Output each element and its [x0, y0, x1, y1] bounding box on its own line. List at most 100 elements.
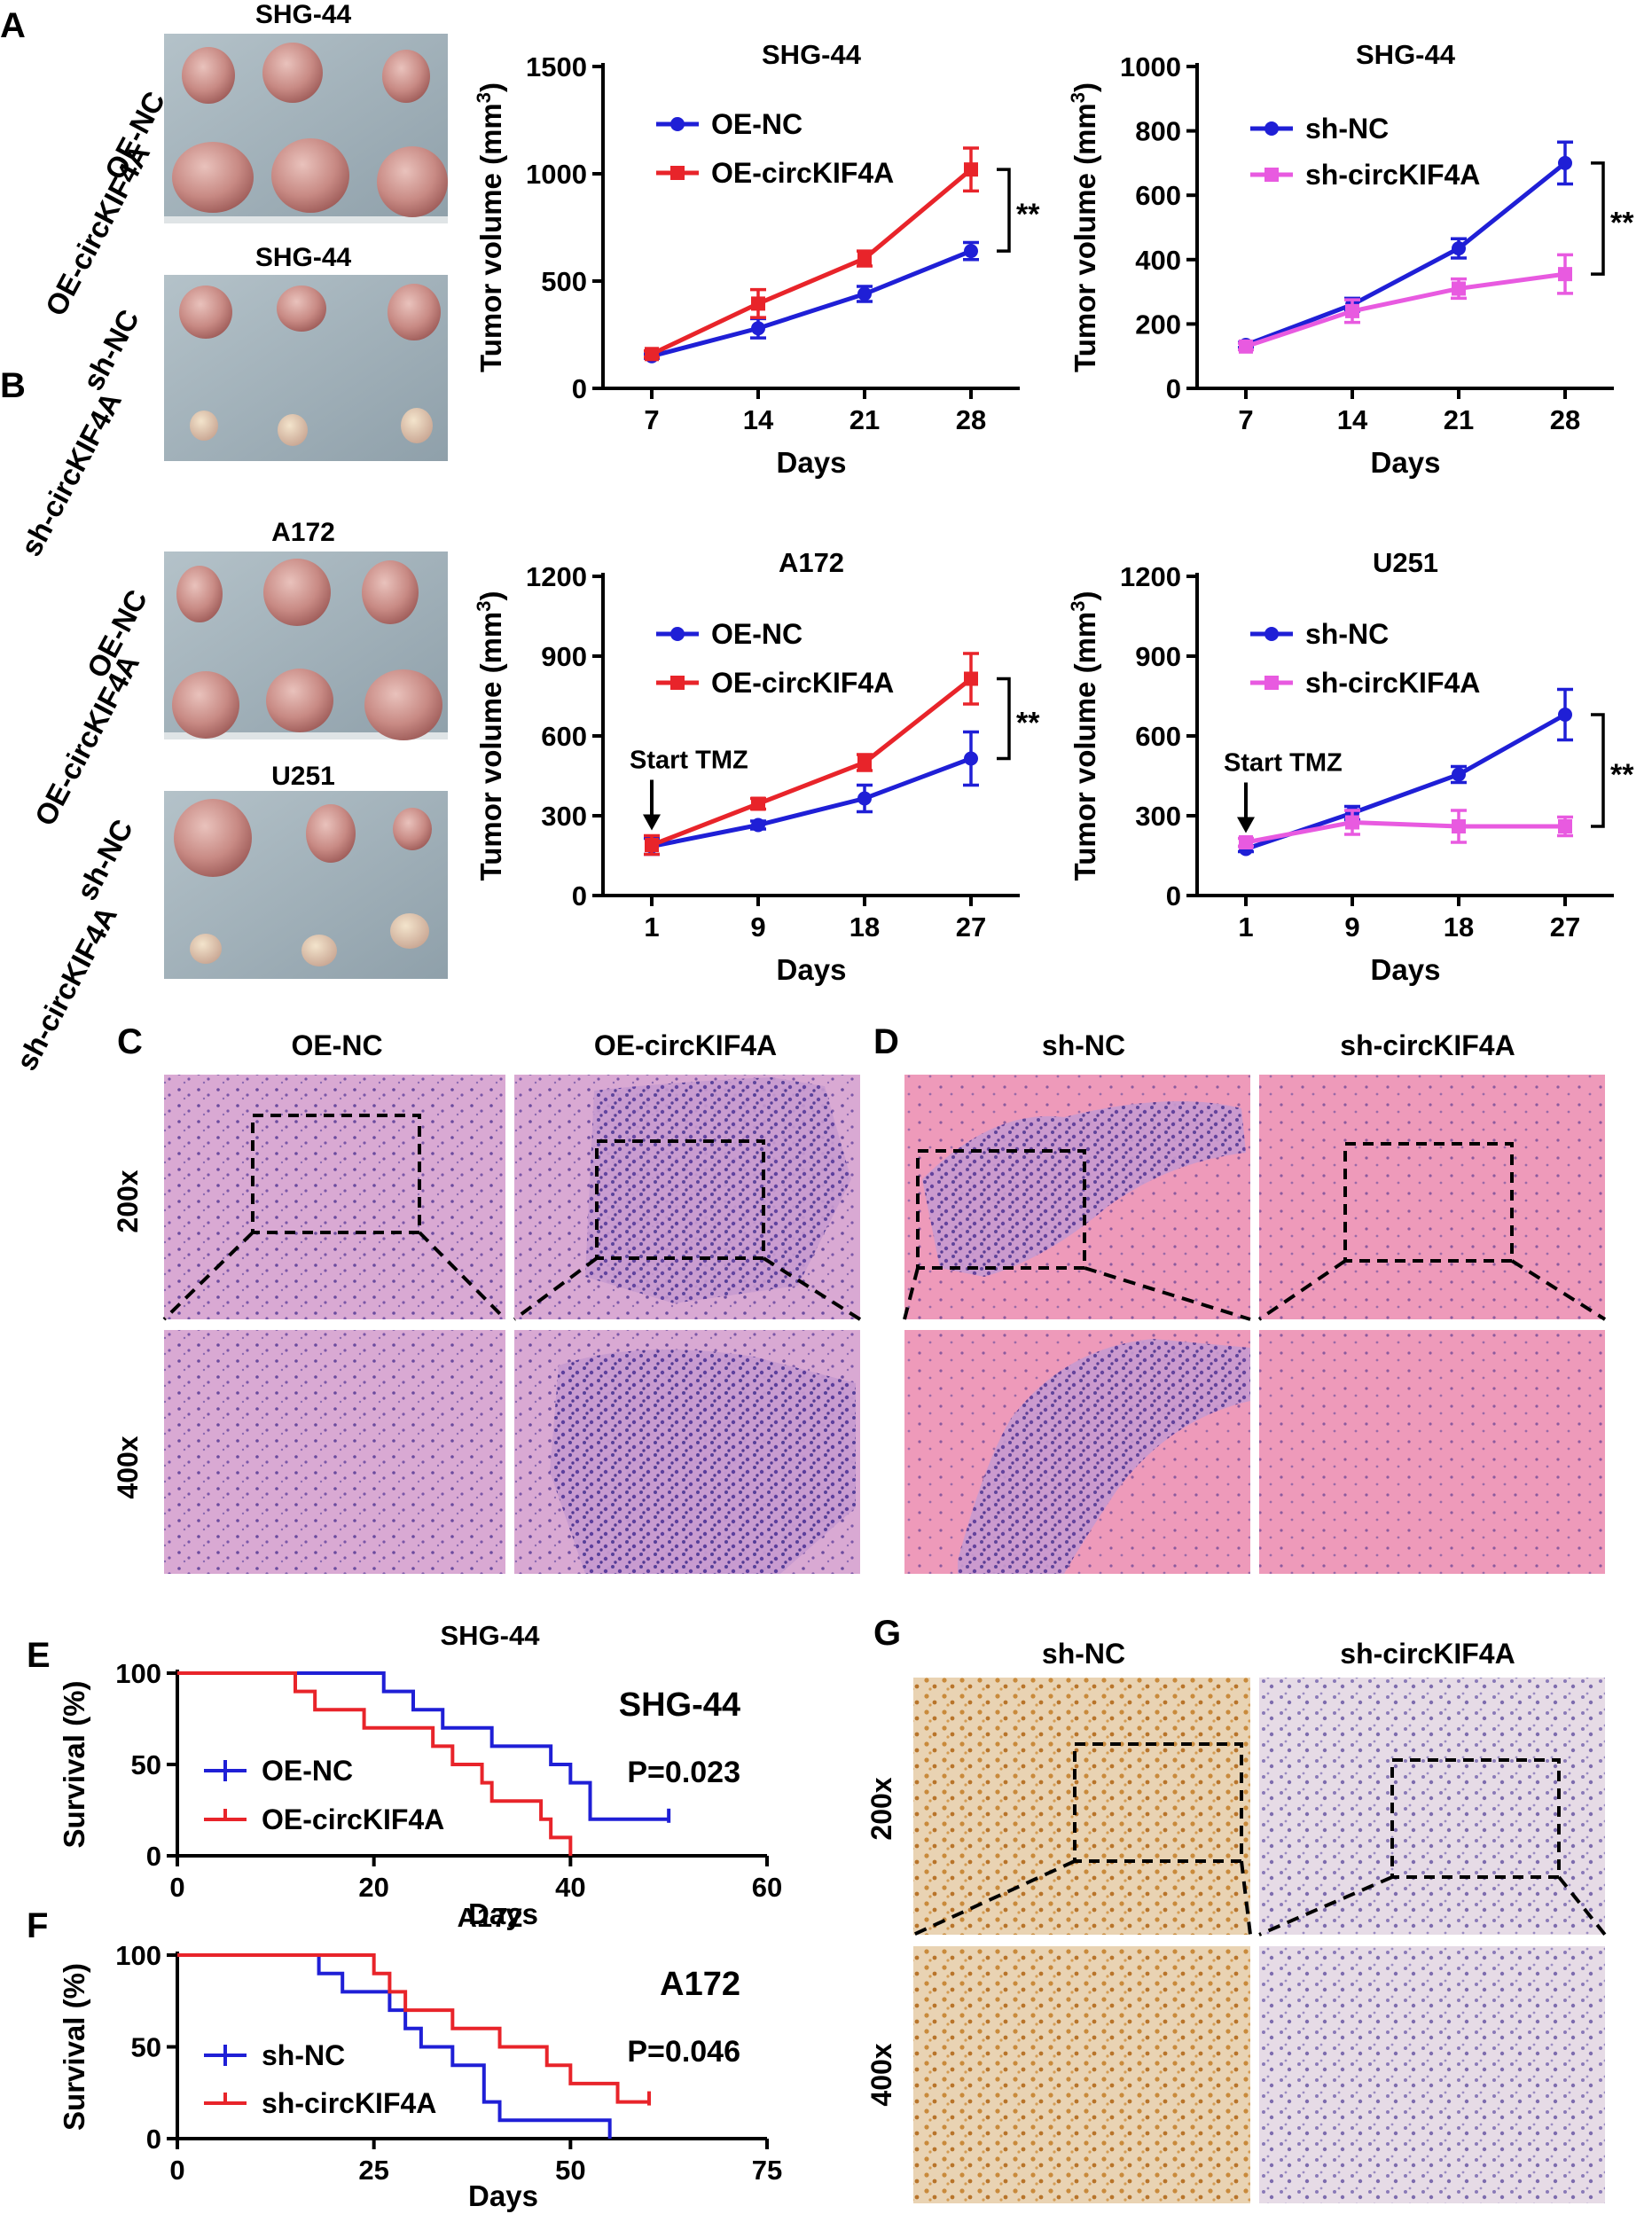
- data-point: [857, 791, 872, 806]
- significance-label: **: [1610, 207, 1634, 240]
- x-tick-label: 18: [1444, 911, 1474, 943]
- series-line: [1245, 271, 1566, 349]
- panel-label-g: G: [873, 1614, 901, 1653]
- x-tick-label: 7: [644, 404, 659, 435]
- x-tick-label: 28: [1550, 404, 1580, 435]
- x-tick-label: 28: [956, 404, 986, 435]
- series-line: [1245, 712, 1567, 851]
- data-point: [645, 347, 659, 362]
- legend-label: sh-NC: [1305, 113, 1389, 145]
- legend-label: OE-NC: [262, 1755, 353, 1787]
- photo-title: SHG-44: [255, 0, 352, 29]
- y-tick-label: 100: [115, 1658, 161, 1689]
- y-tick-label: 900: [541, 641, 587, 672]
- y-tick-label: 900: [1135, 641, 1181, 672]
- y-tick-label: 800: [1135, 116, 1181, 147]
- y-tick-label: 500: [541, 266, 587, 297]
- survival-curve: [177, 1671, 669, 1821]
- column-label: OE-NC: [291, 1029, 382, 1061]
- y-tick-label: 0: [1166, 880, 1181, 911]
- data-point: [1558, 819, 1572, 833]
- legend-marker: [1264, 121, 1279, 136]
- legend-marker: [1264, 676, 1279, 690]
- significance-bracket: [1591, 161, 1605, 276]
- photo-title: A172: [271, 518, 335, 547]
- micrograph: [1259, 1330, 1605, 1574]
- chart-title: SHG-44: [1356, 39, 1456, 70]
- y-tick-label: 1200: [1120, 561, 1181, 592]
- x-axis-label: Days: [468, 1897, 538, 1930]
- x-tick-label: 7: [1238, 404, 1253, 435]
- magnification-label: 400x: [865, 2043, 897, 2106]
- micrograph: [913, 1946, 1250, 2203]
- legend-label: OE-circKIF4A: [262, 1803, 444, 1835]
- x-axis-label: Days: [1371, 953, 1441, 986]
- column-label: sh-circKIF4A: [1340, 1029, 1515, 1061]
- y-tick-label: 0: [1166, 373, 1181, 404]
- p-value: P=0.046: [627, 2035, 740, 2069]
- panel-label-a: A: [0, 6, 26, 45]
- x-tick-label: 21: [849, 404, 880, 435]
- photo-title: U251: [271, 762, 335, 791]
- panel-label-f: F: [27, 1906, 48, 1945]
- chart-tumor-volume-u251: 0 300 600 900 1200 1 9 18 27 Days Tumor volume (mm…: [1067, 547, 1635, 986]
- x-tick-label: 21: [1444, 404, 1474, 435]
- photo-a1: SHG-44 OE-NC OE-circKIF4A: [39, 0, 448, 321]
- histology-d: sh-NC sh-circKIF4A: [903, 1029, 1607, 1574]
- significance-bracket: [1591, 713, 1605, 828]
- y-tick-label: 0: [572, 373, 587, 404]
- panel-label-b: B: [0, 366, 26, 405]
- x-tick-label: 0: [169, 1872, 184, 1903]
- micrograph: [164, 1330, 505, 1574]
- row-label-bottom: sh-circKIF4A: [10, 901, 123, 1076]
- micrograph: [913, 1678, 1250, 1935]
- micrograph: [1259, 1075, 1605, 1319]
- data-point: [751, 818, 765, 833]
- data-point: [645, 838, 659, 852]
- data-point: [1452, 281, 1466, 296]
- series-line: [650, 168, 973, 356]
- x-tick-label: 9: [750, 911, 765, 943]
- legend-label: sh-NC: [1305, 618, 1389, 650]
- data-point: [1452, 819, 1466, 833]
- y-tick-label: 0: [146, 1841, 161, 1872]
- x-tick-label: 18: [849, 911, 880, 943]
- data-point: [857, 755, 872, 770]
- annotation-arrowhead: [643, 814, 661, 831]
- data-point: [1452, 767, 1466, 782]
- x-tick-label: 20: [358, 1872, 388, 1903]
- survival-curve: [177, 1953, 612, 2139]
- chart-tumor-volume-a172: 0 300 600 900 1200 1 9 18 27 Days Tumor volume (mm…: [473, 547, 1041, 986]
- y-tick-label: 1500: [526, 51, 587, 82]
- data-point: [964, 244, 978, 259]
- magnification-label: 400x: [112, 1436, 144, 1498]
- data-point: [751, 321, 765, 336]
- y-tick-label: 200: [1135, 309, 1181, 340]
- legend-label: OE-NC: [711, 108, 803, 140]
- y-tick-label: 300: [541, 801, 587, 832]
- chart-title: A172: [779, 547, 844, 578]
- significance-label: **: [1016, 707, 1040, 740]
- significance-bracket: [997, 677, 1011, 761]
- data-point: [964, 671, 978, 686]
- x-tick-label: 1: [1238, 911, 1253, 943]
- data-point: [964, 162, 978, 177]
- legend-label: sh-circKIF4A: [1305, 667, 1480, 699]
- legend-label: sh-circKIF4A: [262, 2087, 436, 2119]
- x-tick-label: 14: [1337, 404, 1368, 435]
- micrograph: [164, 1075, 505, 1319]
- x-tick-label: 75: [752, 2155, 782, 2186]
- chart-header: SHG-44: [619, 1686, 740, 1724]
- x-axis-label: Days: [468, 2179, 538, 2212]
- column-label: sh-NC: [1042, 1029, 1125, 1061]
- panel-label-e: E: [27, 1636, 51, 1675]
- y-axis-label: Survival (%): [58, 1963, 90, 2131]
- data-point: [1239, 339, 1253, 354]
- chart-header: A172: [660, 1966, 740, 2003]
- x-tick-label: 50: [555, 2155, 585, 2186]
- magnification-label: 200x: [112, 1170, 144, 1232]
- y-tick-label: 400: [1135, 245, 1181, 276]
- data-point: [1558, 267, 1572, 282]
- y-tick-label: 0: [572, 880, 587, 911]
